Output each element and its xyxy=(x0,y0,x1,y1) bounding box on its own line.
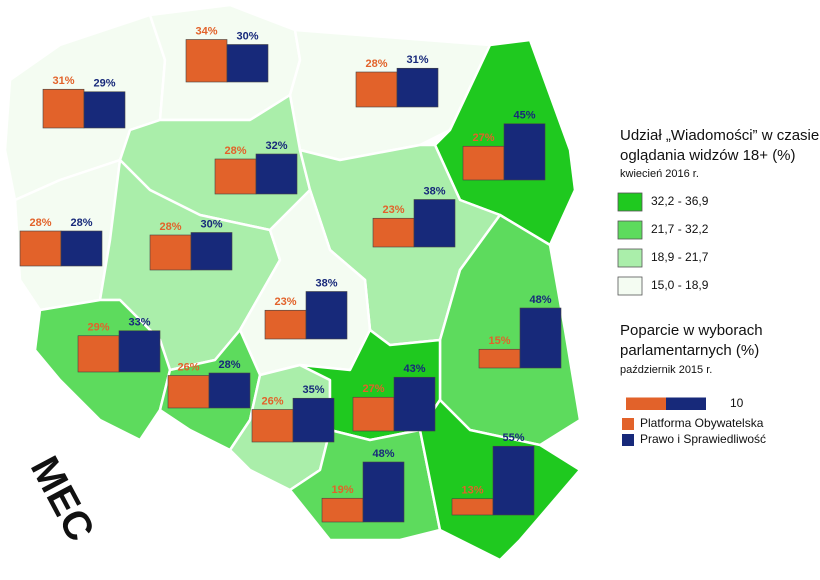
bar xyxy=(305,291,348,340)
bar xyxy=(185,39,228,83)
bar xyxy=(478,348,521,369)
legend-swatch xyxy=(617,192,643,212)
value-label: 29% xyxy=(87,322,109,334)
bar xyxy=(190,232,233,271)
value-label: 13% xyxy=(461,485,483,497)
legend-label: 18,9 - 21,7 xyxy=(651,250,709,264)
bar xyxy=(83,91,126,129)
value-label: 19% xyxy=(331,484,353,496)
value-label: 27% xyxy=(472,132,494,144)
value-label: 30% xyxy=(236,30,258,42)
value-label: 48% xyxy=(529,294,551,306)
value-label: 48% xyxy=(372,448,394,460)
value-label: 28% xyxy=(159,221,181,233)
bar-layer: 31% 29% 34% 30% 28% 31% 27% 45% 28% 32% 23% 38% 28% 2… xyxy=(19,25,562,523)
legend-label: 15,0 - 18,9 xyxy=(651,278,709,292)
value-label: 28% xyxy=(365,58,387,70)
bar xyxy=(118,330,161,373)
value-label: 27% xyxy=(362,383,384,395)
bar xyxy=(251,409,294,443)
bar xyxy=(372,217,415,248)
value-label: 23% xyxy=(382,204,404,216)
bar xyxy=(519,307,562,369)
legend-title: oglądania widzów 18+ (%) xyxy=(620,147,796,164)
value-label: 26% xyxy=(177,361,199,373)
legend-swatch xyxy=(622,434,634,446)
value-label: 55% xyxy=(502,432,524,444)
bar xyxy=(492,445,535,516)
legend-label: Prawo i Sprawiedliwość xyxy=(640,432,766,446)
legend-label: Platforma Obywatelska xyxy=(640,416,764,430)
bar xyxy=(355,71,398,108)
bar xyxy=(503,123,546,181)
value-label: 34% xyxy=(195,25,217,37)
value-label: 31% xyxy=(406,54,428,66)
bar xyxy=(462,145,505,181)
bar xyxy=(60,230,103,267)
bar xyxy=(19,230,62,267)
bar xyxy=(167,375,210,409)
value-label: 38% xyxy=(423,185,445,197)
value-label: 26% xyxy=(261,395,283,407)
bar xyxy=(255,153,298,195)
legend-label: 32,2 - 36,9 xyxy=(651,194,709,208)
legend: Udział „Wiadomości” w czasie oglądania wi… xyxy=(617,127,819,446)
bar xyxy=(352,396,395,432)
bar xyxy=(214,158,257,195)
scale-bar xyxy=(666,397,706,410)
scale-label: 10 xyxy=(730,396,744,410)
legend-swatch xyxy=(617,276,643,296)
value-label: 33% xyxy=(128,317,150,329)
value-label: 28% xyxy=(218,359,240,371)
value-label: 30% xyxy=(200,218,222,230)
value-label: 28% xyxy=(29,217,51,229)
value-label: 45% xyxy=(513,110,535,122)
value-label: 28% xyxy=(70,217,92,229)
bar xyxy=(451,498,494,516)
value-label: 43% xyxy=(403,363,425,375)
value-label: 38% xyxy=(315,277,337,289)
legend-title: Udział „Wiadomości” w czasie xyxy=(620,127,819,144)
bar xyxy=(393,376,436,432)
value-label: 31% xyxy=(52,75,74,87)
bar xyxy=(226,44,269,83)
value-label: 28% xyxy=(224,145,246,157)
legend-title: Poparcie w wyborach xyxy=(620,322,763,339)
bar xyxy=(77,335,120,373)
value-label: 29% xyxy=(93,78,115,90)
value-label: 32% xyxy=(265,140,287,152)
scale-bar xyxy=(626,397,666,410)
bar xyxy=(149,234,192,271)
legend-subtitle: październik 2015 r. xyxy=(620,364,712,376)
legend-label: 21,7 - 32,2 xyxy=(651,222,709,236)
legend-swatch xyxy=(617,220,643,240)
bar xyxy=(292,397,335,443)
legend-swatch xyxy=(622,418,634,430)
value-label: 23% xyxy=(274,296,296,308)
bar xyxy=(42,88,85,129)
legend-swatch xyxy=(617,248,643,268)
bar xyxy=(264,309,307,340)
value-label: 35% xyxy=(302,384,324,396)
legend-title: parlamentarnych (%) xyxy=(620,342,759,359)
bar xyxy=(362,461,405,523)
legend-subtitle: kwiecień 2016 r. xyxy=(620,168,699,180)
value-label: 15% xyxy=(488,335,510,347)
bar xyxy=(208,372,251,409)
bar xyxy=(413,199,456,248)
bar xyxy=(396,67,439,108)
bar xyxy=(321,497,364,523)
